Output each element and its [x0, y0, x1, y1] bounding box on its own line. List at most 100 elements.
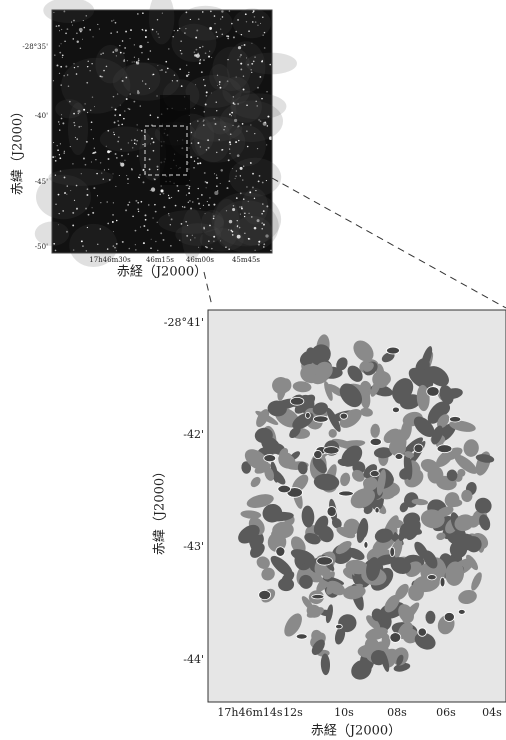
star: [138, 211, 139, 212]
star: [213, 204, 215, 206]
star: [135, 230, 137, 232]
star: [238, 46, 241, 49]
star: [120, 162, 121, 163]
star: [257, 148, 258, 149]
star: [186, 221, 187, 222]
star: [134, 61, 135, 62]
star: [59, 30, 60, 31]
star: [114, 247, 115, 248]
star: [87, 66, 88, 67]
contour: [444, 612, 454, 621]
star: [244, 213, 245, 214]
contour: [395, 454, 403, 460]
star: [160, 189, 163, 192]
star: [114, 114, 116, 116]
star: [127, 178, 128, 179]
star: [124, 110, 125, 111]
star: [73, 20, 75, 22]
contour: [317, 557, 333, 566]
star: [62, 57, 63, 58]
star: [205, 213, 206, 214]
star: [180, 50, 181, 51]
star: [84, 103, 85, 104]
star: [237, 59, 239, 61]
star: [205, 104, 207, 106]
star: [206, 149, 207, 150]
nebula: [48, 168, 113, 185]
star: [93, 138, 94, 139]
star: [134, 44, 135, 45]
star: [88, 214, 90, 216]
star: [213, 218, 215, 220]
star: [100, 162, 101, 163]
star: [263, 210, 265, 212]
star: [181, 223, 183, 225]
star: [267, 125, 269, 127]
star: [219, 84, 220, 85]
star: [63, 10, 65, 12]
star: [217, 36, 218, 37]
star: [128, 142, 129, 143]
star: [134, 57, 135, 58]
star: [132, 62, 133, 63]
y-axis-label: 赤緯（J2000）: [11, 105, 26, 195]
star: [168, 195, 169, 196]
star: [72, 224, 74, 226]
star: [239, 206, 240, 207]
star: [203, 125, 204, 126]
star: [261, 98, 263, 100]
star: [186, 12, 188, 14]
star: [89, 29, 91, 31]
star: [159, 37, 160, 38]
star: [150, 248, 151, 249]
star: [68, 86, 69, 87]
star: [216, 31, 217, 32]
star: [157, 250, 158, 251]
star: [227, 80, 229, 82]
star: [129, 108, 131, 110]
star: [113, 245, 115, 247]
star: [257, 219, 260, 222]
x-tick-label: 04s: [482, 706, 502, 719]
star: [92, 96, 93, 97]
star: [121, 124, 123, 126]
star: [92, 36, 93, 37]
star: [179, 68, 181, 70]
star: [209, 225, 211, 227]
contour: [259, 590, 271, 599]
star: [216, 110, 217, 111]
star: [195, 84, 196, 85]
star: [102, 52, 104, 54]
star: [116, 157, 118, 159]
star: [150, 143, 151, 144]
star: [157, 19, 158, 20]
star: [118, 137, 119, 138]
y-tick-label: -44': [183, 653, 204, 666]
star: [207, 139, 209, 141]
star: [169, 215, 170, 216]
star: [170, 245, 171, 246]
star: [113, 20, 114, 21]
star: [86, 141, 88, 143]
star: [187, 225, 188, 226]
star: [195, 37, 197, 39]
star: [153, 141, 155, 143]
star: [229, 10, 230, 11]
star: [228, 160, 230, 162]
star: [137, 208, 138, 209]
star: [170, 224, 171, 225]
star: [77, 40, 79, 42]
star: [119, 114, 121, 116]
star: [72, 163, 73, 164]
star: [211, 92, 212, 93]
star: [58, 121, 60, 123]
star: [103, 178, 104, 179]
star: [87, 188, 89, 190]
star: [59, 73, 60, 74]
contour: [375, 508, 379, 513]
star: [64, 151, 65, 152]
star: [206, 182, 208, 184]
star: [264, 32, 265, 33]
star: [122, 80, 124, 82]
star: [174, 30, 175, 31]
